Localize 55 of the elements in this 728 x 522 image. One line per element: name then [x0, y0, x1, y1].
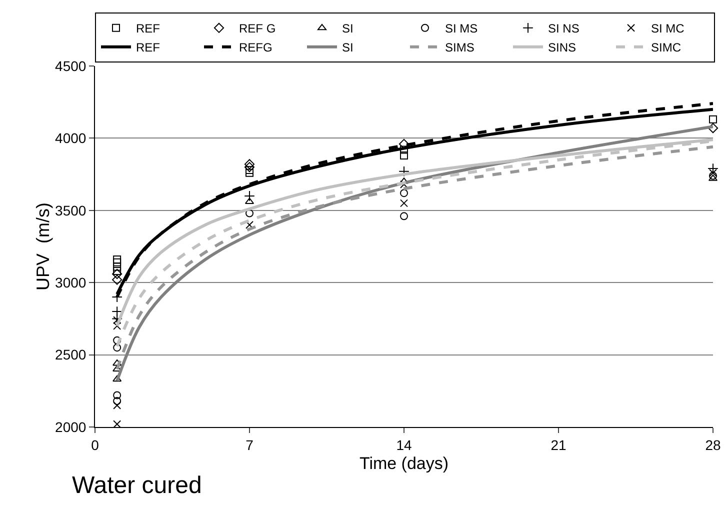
- point: [709, 168, 717, 177]
- x-axis-title: Time (days): [359, 454, 449, 474]
- x-tick-label: 0: [91, 436, 100, 453]
- point: [113, 391, 122, 400]
- x-tick-label: 7: [246, 436, 254, 453]
- x-tick-label: 28: [705, 436, 721, 453]
- y-tick-label: 2500: [55, 346, 86, 363]
- y-tick-label: 3500: [55, 202, 86, 218]
- point: [400, 199, 408, 208]
- y-tick-label: 2000: [55, 418, 86, 435]
- point: [708, 123, 718, 134]
- legend-label: SI NS: [548, 22, 580, 36]
- y-tick-label: 3000: [55, 274, 86, 290]
- legend-label: REF: [136, 40, 160, 55]
- y-tick-label: 4500: [55, 58, 86, 74]
- point: [246, 209, 254, 218]
- point: [400, 146, 408, 154]
- point: [112, 268, 122, 279]
- point: [113, 258, 122, 266]
- point: [112, 375, 122, 382]
- point: [112, 359, 122, 366]
- point: [400, 152, 408, 160]
- legend-label: SIMC: [651, 40, 682, 55]
- point: [398, 166, 410, 177]
- point: [244, 162, 255, 172]
- point: [113, 267, 122, 276]
- legend-label: SI MC: [651, 22, 685, 36]
- point: [246, 168, 254, 177]
- point: [244, 159, 255, 170]
- legend-label: SI MS: [445, 22, 478, 36]
- legend-label: REFG: [239, 40, 272, 55]
- x-tick-label: 14: [396, 436, 412, 453]
- point: [244, 190, 255, 202]
- y-axis-title: UPV (m/s): [33, 202, 53, 290]
- legend-label: SIMS: [445, 40, 474, 55]
- x-tick-label: 21: [550, 436, 566, 453]
- point: [113, 397, 122, 406]
- y-tick-label: 4000: [55, 130, 86, 146]
- point: [113, 256, 122, 264]
- legend-label: REF: [136, 22, 160, 36]
- point: [113, 401, 122, 410]
- point: [113, 336, 122, 344]
- point: [113, 322, 122, 330]
- legend-label: SI: [342, 40, 354, 55]
- text: Water cured: [72, 472, 202, 499]
- legend-label: SINS: [548, 40, 576, 55]
- point: [112, 274, 122, 285]
- point: [400, 212, 408, 220]
- point: [400, 189, 408, 198]
- point: [709, 172, 717, 180]
- legend-label: REF G: [239, 22, 276, 36]
- point: [113, 344, 122, 352]
- point: [112, 306, 122, 317]
- point: [709, 115, 717, 124]
- legend-label: SI: [342, 22, 354, 36]
